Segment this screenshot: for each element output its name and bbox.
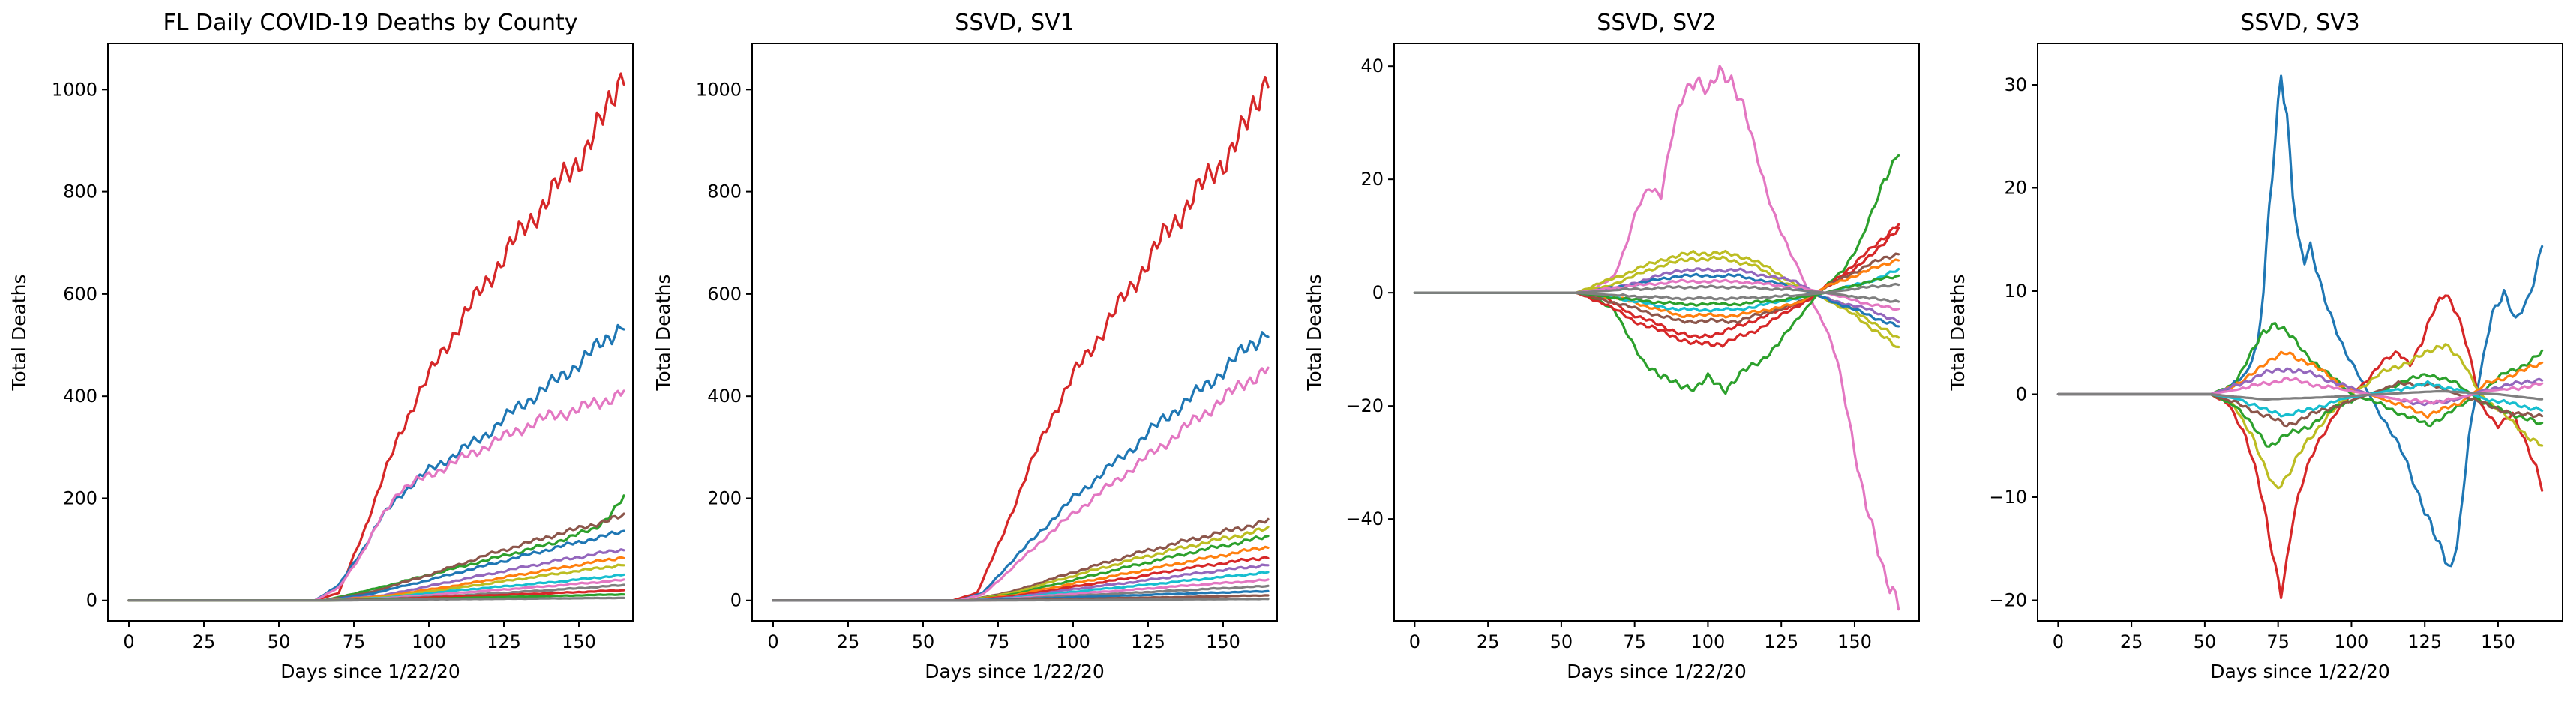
series-line-2 <box>127 323 625 602</box>
series-line-1 <box>772 76 1270 602</box>
axes-frame <box>1393 43 1920 622</box>
series-group <box>127 72 625 602</box>
x-tick-label: 50 <box>1550 632 1573 652</box>
y-tick-label: 600 <box>707 284 742 304</box>
chart-title: FL Daily COVID-19 Deaths by County <box>163 10 577 36</box>
x-tick-label: 125 <box>487 632 521 652</box>
chart-panel-1: 0 25 50 75 100 125 150 0 200 400 600 800 1000 FL Dail… <box>8 10 634 682</box>
y-tick-label: 200 <box>63 488 97 508</box>
series-group <box>1413 64 1900 611</box>
y-tick-label: −20 <box>1345 395 1384 416</box>
y-axis-label: Total Deaths <box>652 274 674 392</box>
x-tick-label: 25 <box>837 632 860 652</box>
x-tick-label: 100 <box>1691 632 1726 652</box>
y-tick-label: 10 <box>2004 280 2027 302</box>
y-tick-label: 600 <box>63 284 97 304</box>
series-line-3 <box>772 366 1270 602</box>
x-tick-label: 100 <box>1056 632 1090 652</box>
series-line-6 <box>2056 350 2544 419</box>
chart-title: SSVD, SV1 <box>955 10 1074 36</box>
y-tick-label: 0 <box>2016 384 2027 405</box>
y-tick-label: 0 <box>730 590 742 611</box>
series-line-11 <box>2056 389 2544 401</box>
y-tick-label: 30 <box>2004 74 2027 95</box>
series-line-7 <box>2056 380 2544 428</box>
x-tick-label: 75 <box>1623 632 1646 652</box>
x-tick-label: 25 <box>193 632 216 652</box>
y-tick-label: 1000 <box>52 79 97 100</box>
y-tick-label: 800 <box>63 182 97 202</box>
chart-panel-2: 0 25 50 75 100 125 150 0 200 400 600 800 1000 SSVD, S… <box>652 10 1278 682</box>
x-tick-label: 50 <box>268 632 291 652</box>
x-tick-label: 75 <box>2266 632 2290 652</box>
x-tick-label: 75 <box>343 632 366 652</box>
x-tick-label: 125 <box>1764 632 1798 652</box>
y-tick-label: 400 <box>707 386 742 406</box>
axes-frame <box>107 43 634 622</box>
x-tick-label: 125 <box>1131 632 1165 652</box>
series-line-15 <box>1413 282 1900 301</box>
chart-title: SSVD, SV2 <box>1597 10 1716 36</box>
x-tick-label: 125 <box>2407 632 2442 652</box>
y-tick-label: 0 <box>86 590 97 611</box>
series-line-1 <box>1413 64 1900 611</box>
y-tick-label: 1000 <box>696 79 742 100</box>
x-axis-label: Days since 1/22/20 <box>925 661 1105 682</box>
x-tick-label: 50 <box>2194 632 2217 652</box>
x-tick-label: 0 <box>767 632 778 652</box>
x-tick-label: 0 <box>2053 632 2064 652</box>
series-line-15 <box>772 598 1270 602</box>
y-tick-label: −40 <box>1345 508 1384 530</box>
x-tick-label: 150 <box>1206 632 1240 652</box>
x-axis-label: Days since 1/22/20 <box>1567 661 1747 682</box>
y-tick-label: 400 <box>63 386 97 406</box>
series-group <box>772 76 1270 602</box>
x-tick-label: 100 <box>2335 632 2369 652</box>
y-tick-label: 20 <box>2004 178 2027 199</box>
chart-title: SSVD, SV3 <box>2240 10 2359 36</box>
axes-frame <box>751 43 1278 622</box>
x-tick-label: 0 <box>123 632 134 652</box>
x-tick-label: 75 <box>987 632 1010 652</box>
y-tick-label: 40 <box>1360 56 1384 76</box>
y-tick-label: 20 <box>1360 169 1384 190</box>
x-tick-label: 150 <box>1837 632 1872 652</box>
chart-panel-4: 0 25 50 75 100 125 150 −20 −10 0 10 20 30 SSVD, SV3 Da… <box>1947 10 2563 682</box>
y-tick-label: 200 <box>707 488 742 508</box>
y-axis-label: Total Deaths <box>1947 274 1969 392</box>
y-tick-label: 800 <box>707 182 742 202</box>
chart-panel-3: 0 25 50 75 100 125 150 −40 −20 0 20 40 SSVD, SV2 Days… <box>1303 10 1920 682</box>
series-line-15 <box>127 596 625 602</box>
series-line-1 <box>127 72 625 602</box>
x-tick-label: 150 <box>2481 632 2515 652</box>
x-axis-label: Days since 1/22/20 <box>280 661 460 682</box>
y-axis-label: Total Deaths <box>8 274 30 392</box>
series-line-4 <box>1413 226 1900 339</box>
y-axis-label: Total Deaths <box>1303 274 1325 392</box>
series-line-3 <box>2056 343 2544 490</box>
y-tick-label: −10 <box>1989 487 2027 508</box>
series-line-4 <box>127 494 625 602</box>
x-tick-label: 25 <box>1477 632 1500 652</box>
x-axis-label: Days since 1/22/20 <box>2210 661 2390 682</box>
x-tick-label: 50 <box>912 632 935 652</box>
x-tick-label: 0 <box>1409 632 1420 652</box>
series-line-2 <box>2056 294 2544 600</box>
y-tick-label: −20 <box>1989 590 2027 611</box>
x-tick-label: 100 <box>412 632 446 652</box>
x-tick-label: 150 <box>562 632 596 652</box>
series-group <box>2056 74 2544 600</box>
series-line-9 <box>772 563 1270 602</box>
y-tick-label: 0 <box>1372 282 1384 303</box>
axes-frame <box>2037 43 2563 622</box>
x-tick-label: 25 <box>2120 632 2143 652</box>
